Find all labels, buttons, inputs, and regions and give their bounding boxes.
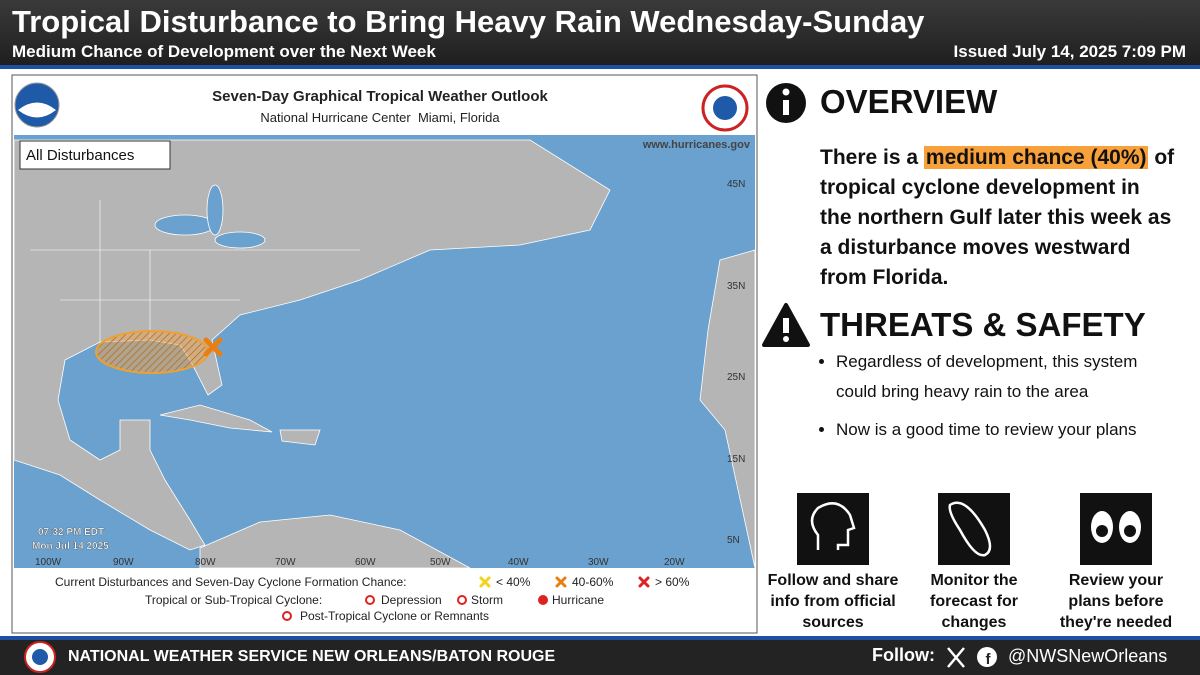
legend-formation-label: Current Disturbances and Seven-Day Cyclo…: [55, 575, 407, 589]
footer-office: NATIONAL WEATHER SERVICE NEW ORLEANS/BAT…: [68, 648, 556, 665]
facebook-glyph: f: [986, 651, 992, 668]
lon-label: 50W: [430, 557, 451, 568]
lon-label: 60W: [355, 557, 376, 568]
warning-icon-dot: [783, 336, 789, 342]
threat-list: Regardless of development, this system c…: [818, 347, 1176, 453]
overview-text: There is a medium chance (40%) of tropic…: [820, 143, 1175, 293]
action-label: Follow and share info from official sour…: [767, 572, 899, 631]
map-title: Seven-Day Graphical Tropical Weather Out…: [212, 88, 548, 105]
map-website: www.hurricanes.gov: [642, 139, 751, 151]
action-label: Monitor the forecast for changes: [929, 572, 1019, 631]
legend-hurricane: Hurricane: [552, 593, 604, 607]
head-symbol: [810, 502, 856, 550]
hurricane-symbol: [538, 595, 548, 605]
header-bar: [0, 0, 1200, 65]
lon-label: 90W: [113, 557, 134, 568]
state-lines: [30, 200, 360, 345]
legend-x-marks: [479, 576, 650, 588]
nws-logo-center: [713, 96, 737, 120]
footer-bar: [0, 640, 1200, 675]
info-icon-dot: [782, 88, 790, 96]
action-icon-review: [1080, 493, 1152, 565]
info-icon-stem: [783, 100, 789, 115]
lon-labels: 100W 90W 80W 70W 60W 50W 40W 30W 20W: [35, 557, 685, 568]
map-title-band: [14, 78, 755, 135]
legend-medium: 40-60%: [572, 575, 614, 589]
action-icon-monitor: [938, 493, 1010, 565]
action-icon-follow: [797, 493, 869, 565]
nws-footer-logo-center: [32, 649, 48, 665]
storm-symbol: [457, 595, 467, 605]
lon-label: 20W: [664, 557, 685, 568]
overview-before: There is a: [820, 146, 919, 169]
legend-low: < 40%: [496, 575, 531, 589]
development-area: [95, 330, 209, 374]
noaa-logo-bird: [18, 102, 56, 118]
subtitle: Medium Chance of Development over the Ne…: [12, 42, 436, 61]
title: Tropical Disturbance to Bring Heavy Rain…: [12, 4, 925, 39]
overview-after: of tropical cyclone development in the n…: [820, 146, 1175, 289]
footer-rule: [0, 636, 1200, 640]
lon-label: 70W: [275, 557, 296, 568]
issued: Issued July 14, 2025 7:09 PM: [953, 42, 1186, 61]
lat-labels: 45N 35N 25N 15N 5N: [727, 179, 745, 546]
pupil-right: [1124, 525, 1136, 537]
lon-label: 100W: [35, 557, 62, 568]
legend-depression: Depression: [381, 593, 442, 607]
lat-label: 35N: [727, 281, 745, 292]
legend-storm: Storm: [471, 593, 503, 607]
map-subtitle: National Hurricane Center Miami, Florida: [260, 110, 500, 125]
pupil-left: [1096, 525, 1108, 537]
threat-item: Regardless of development, this system c…: [836, 347, 1176, 407]
lon-label: 40W: [508, 557, 529, 568]
legend-cyclone-label: Tropical or Sub-Tropical Cyclone:: [145, 593, 322, 607]
legend-high: > 60%: [655, 575, 690, 589]
header-rule: [0, 65, 1200, 69]
legend-post: Post-Tropical Cyclone or Remnants: [300, 609, 489, 623]
lon-label: 30W: [588, 557, 609, 568]
lon-label: 80W: [195, 557, 216, 568]
filter-box: [19, 140, 171, 170]
footer-handle: @NWSNewOrleans: [1008, 646, 1168, 666]
overview-highlight: medium chance (40%): [923, 146, 1149, 169]
footer-follow: Follow:: [872, 645, 935, 665]
land: [13, 139, 756, 569]
timestamp-date: Mon Jul 14 2025: [32, 541, 109, 552]
threat-item: Now is a good time to review your plans: [836, 415, 1176, 445]
warning-icon-stem: [783, 318, 789, 333]
lat-label: 45N: [727, 179, 745, 190]
threats-heading: THREATS & SAFETY: [820, 306, 1146, 343]
x-icon: [947, 647, 965, 668]
forecast-cone-symbol: [948, 501, 992, 557]
lat-label: 15N: [727, 454, 745, 465]
lat-label: 5N: [727, 535, 740, 546]
timestamp-time: 07:32 PM EDT: [38, 527, 104, 538]
depression-symbol: [365, 595, 375, 605]
lat-label: 25N: [727, 372, 745, 383]
filter-label: All Disturbances: [26, 147, 134, 164]
disturbance-marker: [203, 337, 223, 357]
overview-heading: OVERVIEW: [820, 83, 998, 120]
post-tropical-symbol: [282, 611, 292, 621]
facebook-icon: [977, 647, 997, 667]
action-label: Review your plans before they're needed: [1059, 572, 1173, 631]
